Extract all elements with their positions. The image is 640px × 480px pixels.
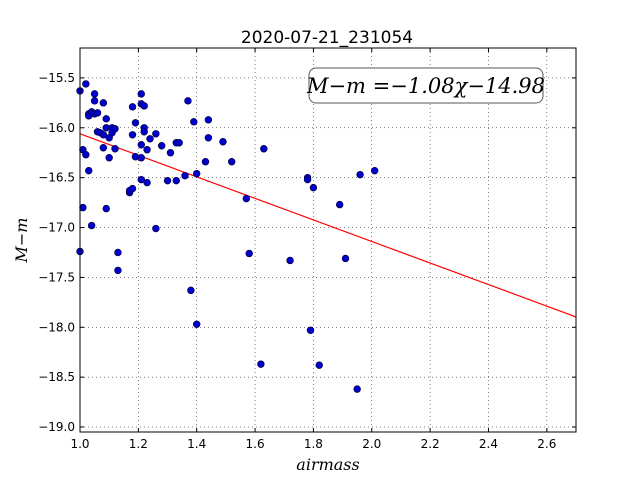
data-point [193, 169, 201, 178]
y-tick-label: −19.0 [38, 420, 75, 434]
data-point [128, 103, 137, 111]
data-point [309, 183, 318, 192]
y-tick-label: −17.5 [38, 270, 75, 284]
data-point [260, 145, 268, 153]
y-tick-label: −15.5 [38, 71, 75, 85]
y-tick-label: −18.5 [38, 370, 75, 384]
data-points [76, 80, 379, 393]
data-point [228, 158, 236, 166]
data-point [303, 175, 312, 184]
fit-line [79, 133, 577, 318]
data-point [157, 142, 166, 150]
data-point [204, 134, 213, 142]
y-tick-label: −18.0 [38, 320, 75, 334]
data-point [193, 320, 201, 328]
data-point [111, 125, 119, 133]
chart-title: 2020-07-21_231054 [241, 28, 413, 48]
data-point [175, 139, 183, 147]
plot-frame [79, 47, 577, 433]
data-point [128, 131, 137, 139]
data-point [166, 149, 175, 157]
x-ticks: 1.0 1.2 1.4 1.6 1.8 2.0 2.2 2.4 2.6 [70, 48, 556, 451]
data-point [131, 119, 140, 127]
data-point [93, 109, 102, 117]
y-tick-label: −16.0 [38, 121, 75, 135]
data-point [102, 204, 110, 213]
data-point [137, 141, 145, 149]
data-point [152, 130, 160, 138]
x-tick-label: 2.6 [537, 437, 556, 451]
data-point [102, 115, 110, 123]
data-point [341, 254, 350, 263]
y-ticks: −15.5 −16.0 −16.5 −17.0 −17.5 −18.0 −18.5 −19.0 [38, 71, 576, 434]
data-point [306, 326, 315, 334]
data-point [184, 97, 192, 105]
data-point [143, 178, 151, 187]
data-point [99, 131, 108, 139]
y-axis-label: M−m [12, 218, 31, 264]
data-point [105, 154, 113, 162]
data-point [114, 266, 122, 275]
data-point [172, 176, 180, 185]
data-point [370, 166, 379, 175]
x-tick-label: 1.4 [187, 437, 206, 451]
data-point [152, 224, 160, 233]
data-point [201, 158, 210, 166]
data-point [128, 184, 137, 193]
data-point [257, 360, 265, 368]
x-tick-label: 1.6 [246, 437, 265, 451]
grid [79, 48, 576, 432]
x-tick-label: 1.8 [304, 437, 323, 451]
data-point [99, 99, 108, 107]
equation-box: M−m =−1.08χ−14.98 [306, 67, 545, 104]
data-point [79, 203, 87, 212]
data-point [181, 171, 189, 180]
fit-line-group [79, 133, 577, 318]
equation-text: M−m =−1.08χ−14.98 [306, 74, 545, 98]
data-point [245, 249, 253, 258]
x-tick-label: 2.0 [362, 437, 381, 451]
y-tick-label: −17.0 [38, 221, 75, 235]
data-point [82, 151, 90, 159]
data-point [335, 200, 344, 209]
data-point [99, 144, 108, 152]
data-point [90, 97, 99, 105]
data-point [315, 361, 323, 369]
x-tick-label: 1.2 [129, 437, 148, 451]
data-point [82, 80, 90, 88]
data-point [286, 256, 294, 265]
data-point [242, 194, 251, 203]
data-point [143, 146, 151, 154]
data-point [163, 176, 172, 185]
data-point [85, 166, 93, 175]
data-point [87, 221, 96, 230]
data-point [137, 154, 145, 162]
data-point [356, 170, 364, 179]
data-point [90, 90, 99, 98]
data-point [114, 248, 122, 257]
data-point [146, 135, 154, 143]
x-tick-label: 2.2 [421, 437, 440, 451]
x-tick-label: 2.4 [479, 437, 498, 451]
data-point [187, 286, 195, 295]
data-point [219, 138, 227, 146]
y-tick-label: −16.5 [38, 171, 75, 185]
data-point [190, 118, 198, 126]
x-tick-label: 1.0 [70, 437, 89, 451]
data-point [111, 145, 119, 153]
x-axis-label: airmass [296, 455, 359, 474]
data-point [137, 175, 145, 184]
data-point [353, 385, 361, 393]
data-point [137, 90, 145, 98]
data-point [204, 116, 213, 124]
data-point [140, 128, 148, 136]
data-point [140, 102, 148, 110]
